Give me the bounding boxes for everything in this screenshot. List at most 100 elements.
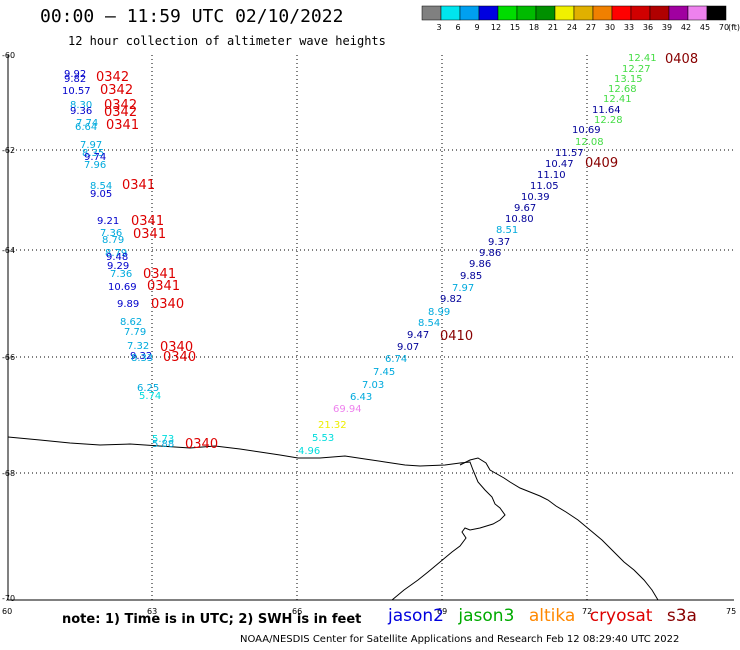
wave-height-value: 8.62 [120, 317, 142, 328]
wave-height-value: 8.54 [90, 181, 112, 192]
wave-height-value: 9.47 [407, 330, 429, 341]
pass-time-label: 0340 [151, 297, 184, 312]
wave-height-value: 7.97 [452, 283, 474, 294]
lon-label: 75 [726, 607, 736, 616]
west-track-times: 0342034203420342034103410341034103410341… [96, 70, 218, 452]
colorbar-tick-label: 6 [455, 23, 460, 32]
wave-height-value: 21.32 [318, 420, 347, 431]
lon-label: 69 [437, 607, 447, 616]
wave-height-value: 10.80 [505, 214, 534, 225]
wave-height-value: 5.88 [152, 439, 174, 450]
lon-label: 60 [2, 607, 12, 616]
colorbar-tick-label: 30 [605, 23, 615, 32]
pass-time-label: 0342 [104, 98, 137, 113]
wave-height-value: 69.94 [333, 404, 362, 415]
wave-height-value: 10.47 [545, 159, 574, 170]
wave-height-value: 13.15 [614, 74, 643, 85]
colorbar-swatch [516, 5, 537, 21]
wave-height-value: 5.73 [152, 434, 174, 445]
lat-label: -70 [2, 594, 15, 603]
lon-label: 72 [582, 607, 592, 616]
legend-note: note: 1) Time is in UTC; 2) SWH is in fe… [62, 612, 362, 627]
east-track-times: 0408 0409 0410 [440, 52, 698, 344]
wave-height-value: 9.05 [90, 189, 112, 200]
wave-height-value: 11.10 [537, 170, 566, 181]
lon-label: 66 [292, 607, 302, 616]
pass-time-label: 0409 [585, 156, 618, 171]
wave-height-value: 10.69 [572, 125, 601, 136]
wave-height-value: 7.36 [100, 228, 122, 239]
wave-height-value: 6.43 [350, 392, 372, 403]
wave-height-value: 7.32 [127, 341, 149, 352]
colorbar-tick-label: 70 [719, 23, 729, 32]
colorbar-swatch [554, 5, 575, 21]
colorbar-tick-label: 15 [510, 23, 520, 32]
wave-height-value: 6.64 [75, 122, 97, 133]
latitude-labels: -60 -62 -64 -66 -68 -70 [2, 51, 15, 603]
wave-height-value: 9.29 [107, 261, 129, 272]
pass-time-label: 0342 [96, 70, 129, 85]
wave-height-value: 9.37 [488, 237, 510, 248]
wave-height-value: 5.74 [139, 391, 161, 402]
east-track-values: 12.4112.2713.1512.6812.4111.6412.2810.69… [298, 53, 657, 457]
wave-height-value: 5.53 [312, 433, 334, 444]
wave-height-value: 10.69 [108, 282, 137, 293]
wave-height-value: 9.32 [130, 351, 152, 362]
swh-colorbar: 3 6 9 12 15 18 21 24 27 30 33 36 39 42 45 70(ft) [421, 5, 740, 32]
wave-height-value: 9.74 [84, 152, 106, 163]
colorbar-tick-label: 21 [548, 23, 558, 32]
pass-time-label: 0340 [185, 437, 218, 452]
colorbar-swatch [478, 5, 499, 21]
colorbar-swatch [573, 5, 594, 21]
wave-height-value: 4.96 [298, 446, 320, 457]
wave-height-value: 11.57 [555, 148, 584, 159]
wave-height-value: 8.79 [105, 248, 127, 259]
wave-height-value: 7.36 [110, 269, 132, 280]
pass-time-label: 0341 [133, 227, 166, 242]
colorbar-swatch [535, 5, 556, 21]
wave-height-value: 8.30 [70, 100, 92, 111]
wave-height-value: 12.68 [608, 84, 637, 95]
pass-time-label: 0408 [665, 52, 698, 67]
colorbar-swatch [440, 5, 461, 21]
colorbar-tick-label: 9 [474, 23, 479, 32]
wave-height-value: 8.54 [418, 318, 440, 329]
pass-time-label: 0342 [100, 83, 133, 98]
pass-time-label: 0340 [160, 340, 193, 355]
lat-label: -60 [2, 51, 15, 60]
pass-time-label: 0341 [106, 118, 139, 133]
wave-height-value: 9.67 [514, 203, 536, 214]
lat-label: -62 [2, 146, 15, 155]
colorbar-tick-label: 45 [700, 23, 710, 32]
wave-height-value: 7.03 [362, 380, 384, 391]
pass-time-label: 0340 [163, 350, 196, 365]
longitude-labels: 60 63 66 69 72 75 [2, 607, 736, 616]
page-title: 00:00 — 11:59 UTC 02/10/2022 [40, 6, 344, 27]
wave-height-value: 10.39 [521, 192, 550, 203]
sat-cryosat: cryosat [589, 606, 653, 626]
colorbar-swatch [497, 5, 518, 21]
satellite-legend: jason2 jason3 altika cryosat s3a [388, 606, 706, 626]
wave-height-value: 9.85 [460, 271, 482, 282]
graticule [8, 55, 734, 600]
wave-height-value: 9.07 [397, 342, 419, 353]
wave-height-value: 8.99 [428, 307, 450, 318]
colorbar-unit: (ft) [728, 23, 740, 32]
wave-height-value: 9.21 [97, 216, 119, 227]
wave-height-value: 7.45 [373, 367, 395, 378]
credit-line: NOAA/NESDIS Center for Satellite Applica… [240, 634, 680, 645]
pass-time-label: 0341 [122, 178, 155, 193]
wave-height-value: 10.57 [62, 86, 91, 97]
wave-height-value: 9.36 [70, 106, 92, 117]
colorbar-swatch [630, 5, 651, 21]
wave-height-value: 11.05 [530, 181, 559, 192]
sat-jason3: jason3 [458, 606, 515, 626]
colorbar-tick-label: 36 [643, 23, 653, 32]
antarctic-coastline [7, 436, 506, 601]
wave-height-value: 7.74 [76, 118, 98, 129]
wave-height-value: 11.64 [592, 105, 621, 116]
pass-time-label: 0342 [104, 105, 137, 120]
colorbar-swatch [706, 5, 727, 21]
colorbar-tick-label: 12 [491, 23, 501, 32]
